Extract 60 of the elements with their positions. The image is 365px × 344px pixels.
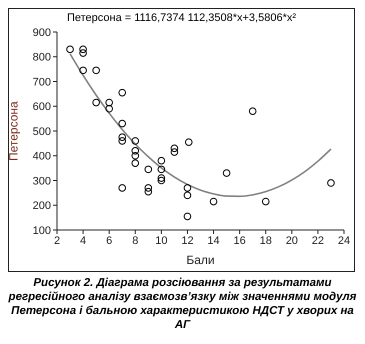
x-tick-label: 18 (260, 234, 272, 247)
point (144, 184, 152, 192)
point (327, 179, 335, 187)
x-tick-label: 14 (207, 234, 220, 247)
point (79, 46, 87, 54)
point (184, 138, 193, 146)
point (92, 66, 100, 74)
point (184, 212, 192, 220)
point (131, 137, 140, 145)
point (170, 148, 178, 156)
x-tick-label: 12 (181, 234, 194, 247)
point (118, 120, 126, 128)
x-tick-label: 6 (106, 234, 112, 247)
x-tick-label: 2 (54, 234, 60, 247)
y-tick-label: 300 (32, 175, 51, 188)
x-tick-label: 22 (312, 234, 324, 247)
y-tick-label: 900 (32, 26, 51, 39)
point (184, 184, 192, 192)
x-tick-label: 20 (286, 234, 298, 247)
point (131, 152, 140, 160)
point (105, 104, 113, 113)
point (131, 159, 140, 167)
point (170, 144, 178, 152)
x-tick-label: 8 (132, 234, 138, 247)
x-tick-label: 16 (234, 234, 246, 247)
x-tick-label: 4 (80, 234, 86, 247)
point (144, 166, 152, 174)
point (210, 198, 218, 206)
point (222, 169, 230, 177)
x-axis-title: Бали (186, 253, 215, 267)
point (118, 137, 126, 145)
y-tick-label: 800 (32, 52, 51, 64)
x-tick-label: 24 (338, 234, 350, 247)
point (79, 49, 87, 57)
text: Рисунок 2. Діаграма розсіювання за результатами регресійного аналізу взаємозв’язку між значеннями модуля Петерсона і бальною характеристикою НДСТ у хворих на АГ (8, 276, 357, 332)
point (118, 133, 126, 141)
point (248, 107, 256, 115)
point (184, 192, 192, 200)
point (144, 188, 152, 196)
point (158, 156, 166, 164)
chart-title: Петерсона = 1116,7374 112,3508*x+3,5806*x² (66, 12, 298, 26)
y-axis-title: Петерсона (6, 100, 20, 161)
point (79, 66, 87, 74)
y-tick-label: 400 (32, 150, 51, 163)
point (262, 198, 270, 206)
point (118, 88, 126, 96)
point (158, 176, 166, 184)
point (158, 174, 166, 182)
point (92, 98, 100, 106)
point (105, 98, 113, 106)
x-tick-label: 10 (155, 234, 168, 247)
y-tick-label: 200 (32, 200, 51, 212)
y-tick-label: 100 (32, 224, 51, 237)
y-tick-label: 700 (32, 76, 51, 88)
y-tick-label: 600 (32, 101, 51, 114)
point (158, 166, 166, 174)
point (66, 46, 74, 54)
y-tick-label: 500 (32, 126, 51, 138)
point (131, 147, 140, 155)
point (118, 184, 126, 192)
